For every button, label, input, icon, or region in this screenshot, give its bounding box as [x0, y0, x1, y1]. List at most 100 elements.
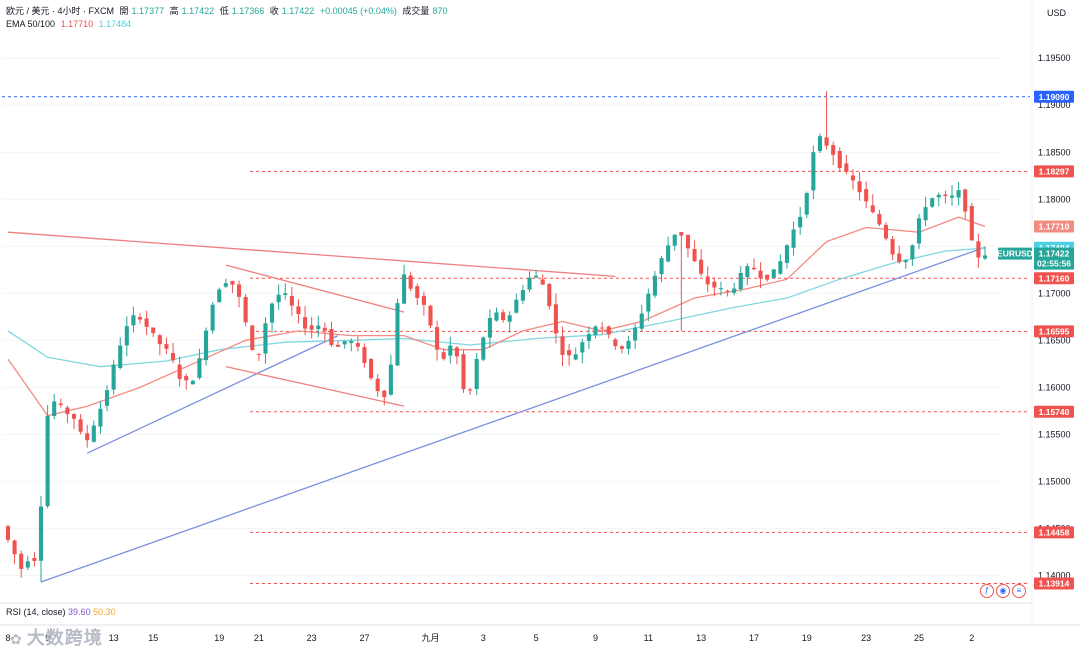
- candle-body: [98, 408, 103, 427]
- candle-body: [494, 312, 499, 321]
- candle-body: [982, 255, 988, 259]
- candle-body: [65, 407, 70, 415]
- candle-body: [203, 330, 209, 361]
- candle-body: [751, 267, 756, 270]
- candle-body: [58, 403, 63, 406]
- candle-body: [745, 266, 750, 278]
- close-value: 1.17422: [281, 6, 315, 16]
- trendlines: [7, 231, 986, 583]
- candle-body: [263, 323, 268, 354]
- candle-body: [567, 350, 572, 356]
- candle-body: [309, 325, 314, 330]
- price-tags: 1.19090 1.18297 1.17160 1.16595 1.15740 1.144…: [997, 90, 1074, 590]
- symbol-info-line: 欧元 / 美元 · 4小时 · FXCM 開 1.17377 高 1.17422 低…: [6, 6, 450, 17]
- candle-body: [560, 336, 565, 355]
- symbol-title[interactable]: 欧元 / 美元 · 4小时 · FXCM: [6, 6, 115, 16]
- flag-icon[interactable]: ◉: [996, 584, 1010, 598]
- flag-eu-icon[interactable]: ≡: [1012, 584, 1026, 598]
- candle-body: [210, 304, 215, 331]
- ema50-tag-label: 1.17710: [1039, 222, 1070, 232]
- candle-body: [408, 275, 413, 289]
- time-tick-label: 13: [109, 633, 119, 643]
- level-tag: [1034, 325, 1074, 338]
- candle-body: [190, 380, 195, 385]
- candle-body: [369, 359, 374, 379]
- candle-body: [916, 218, 922, 244]
- candle-body: [732, 288, 737, 293]
- candle-body: [237, 284, 242, 297]
- candle-body: [402, 274, 407, 304]
- candle-body: [804, 193, 809, 215]
- level-tag-label: 1.17160: [1039, 273, 1070, 283]
- candle-body: [461, 354, 466, 390]
- high-label: 高: [169, 6, 179, 16]
- candle-body: [553, 304, 558, 334]
- candle-body: [474, 358, 479, 390]
- candle-body: [692, 249, 697, 262]
- price-tick-label: 1.18000: [1038, 194, 1071, 204]
- time-tick-label: 15: [148, 633, 158, 643]
- candle-body: [481, 337, 486, 360]
- candle-body: [890, 239, 895, 255]
- candle-body: [679, 232, 684, 236]
- candle-body: [593, 326, 598, 335]
- volume-value: 870: [432, 6, 448, 16]
- price-tick-label: 1.19500: [1038, 53, 1071, 63]
- candle-body: [428, 305, 433, 326]
- price-tick-label: 1.14000: [1038, 570, 1071, 580]
- candle-body: [45, 415, 50, 507]
- candle-body: [329, 329, 334, 346]
- candle-body: [217, 289, 222, 303]
- level-tag-label: 1.15740: [1039, 407, 1070, 417]
- candle-body: [382, 390, 387, 398]
- candle-body: [32, 558, 37, 561]
- time-tick-label: 九月: [421, 633, 439, 643]
- close-label: 收: [269, 6, 279, 16]
- ema-legend[interactable]: EMA 50/100 1.17710 1.17484: [6, 19, 134, 30]
- time-tick-label: 9: [593, 633, 598, 643]
- candle-body: [811, 152, 816, 191]
- candle-body: [725, 290, 730, 292]
- candle-body: [256, 353, 261, 355]
- candle-body: [342, 341, 347, 345]
- candle-body: [943, 194, 948, 196]
- trendline: [225, 264, 405, 313]
- candle-body: [817, 136, 823, 152]
- candle-body: [421, 295, 426, 305]
- price-tick-label: 1.16500: [1038, 335, 1071, 345]
- rsi-legend[interactable]: RSI (14, close) 39.60 50.30: [6, 607, 116, 617]
- currency-label[interactable]: USD: [1046, 8, 1066, 18]
- candle-body: [435, 327, 440, 350]
- countdown-label: 02:55:56: [1037, 259, 1071, 269]
- time-tick-label: 25: [914, 633, 924, 643]
- candle-body: [712, 281, 717, 288]
- candle-body: [758, 270, 763, 279]
- candle-body: [184, 376, 189, 381]
- candle-body: [270, 303, 275, 323]
- candle-body: [870, 205, 875, 213]
- candle-body: [243, 297, 248, 323]
- symbol-tag-label: EURUSD: [997, 249, 1033, 259]
- ema-label: EMA 50/100: [6, 19, 56, 29]
- candle-body: [573, 354, 578, 360]
- candle-body: [850, 175, 856, 181]
- ema50-tag: [1034, 220, 1074, 233]
- candle-body: [864, 189, 869, 202]
- candle-body: [441, 352, 446, 359]
- candle-body: [857, 181, 862, 193]
- candle-body: [969, 205, 974, 241]
- candle-body: [131, 315, 136, 326]
- time-tick-label: 2: [969, 633, 974, 643]
- trendline: [225, 366, 405, 407]
- candle-body: [144, 318, 149, 327]
- candle-body: [923, 207, 928, 221]
- trendline: [7, 231, 616, 278]
- alert-icon[interactable]: ƒ: [980, 584, 994, 598]
- candle-body: [606, 326, 611, 335]
- candle-body: [164, 344, 169, 349]
- candle-body: [507, 315, 512, 322]
- time-tick-label: 3: [481, 633, 486, 643]
- time-tick-label: 13: [696, 633, 706, 643]
- candle-body: [415, 286, 420, 299]
